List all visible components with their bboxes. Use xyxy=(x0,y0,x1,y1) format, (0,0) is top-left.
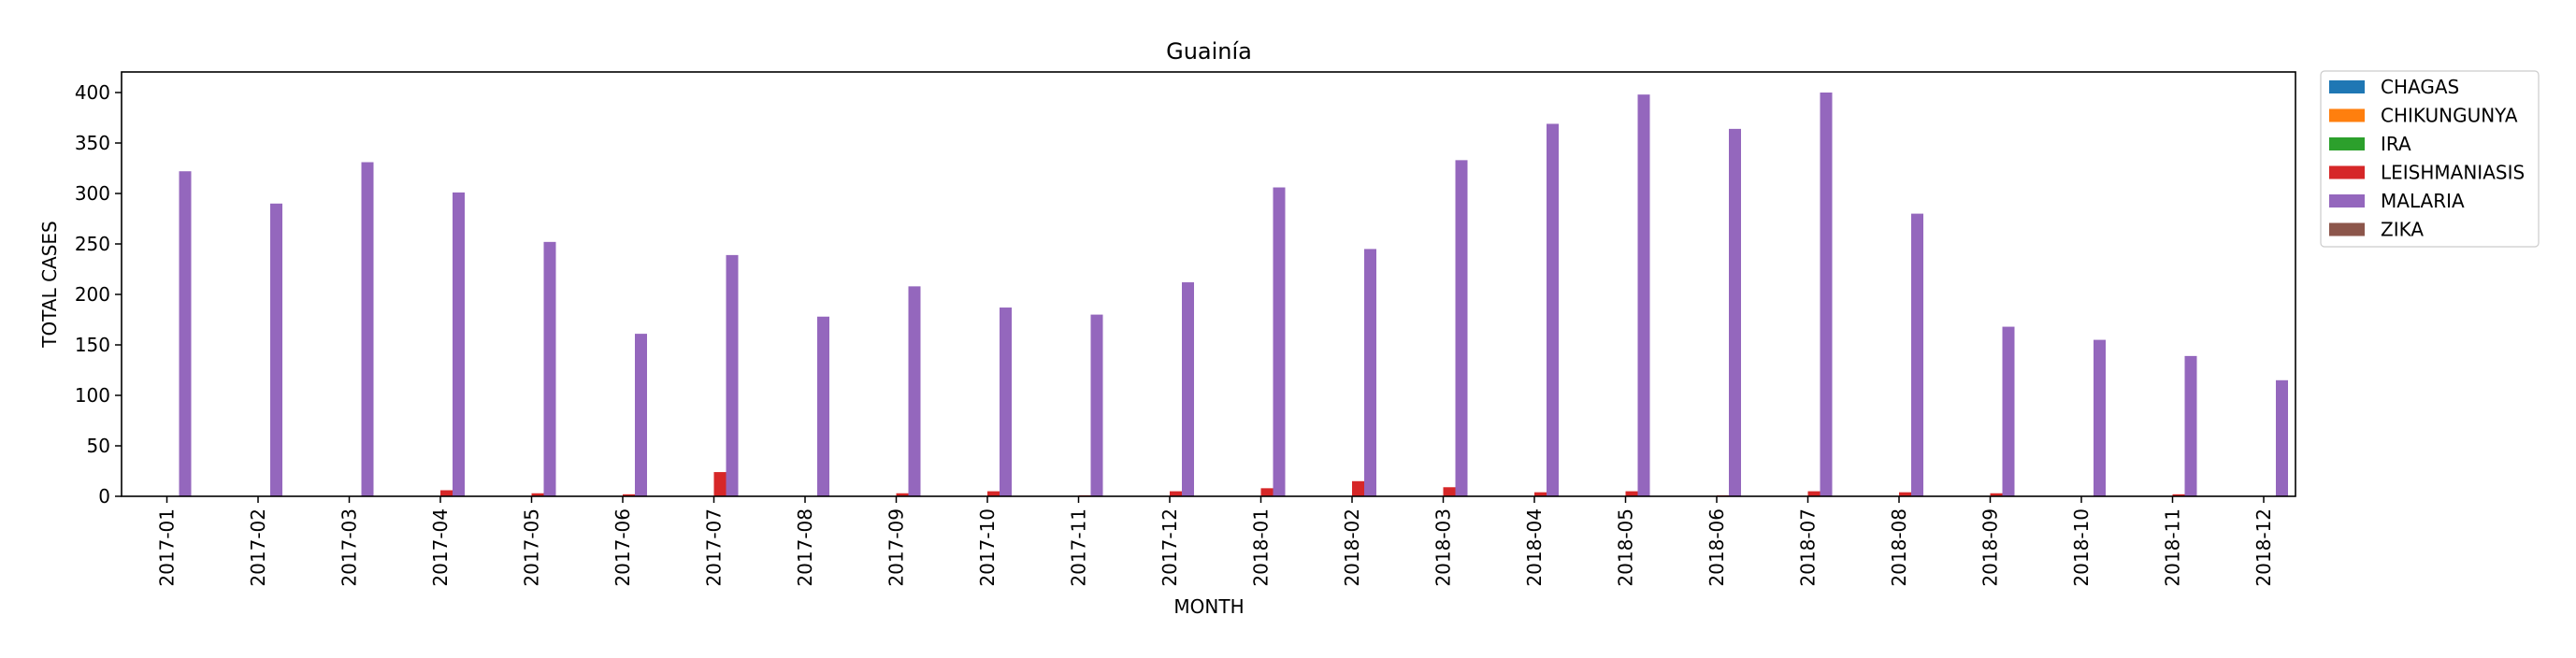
x-tick-label: 2018-08 xyxy=(1888,508,1910,587)
bar-malaria-2017-08 xyxy=(817,316,829,496)
x-tick-label: 2017-12 xyxy=(1158,508,1181,587)
bars-group xyxy=(179,93,2288,497)
bar-leishmaniasis-2017-06 xyxy=(623,494,635,496)
bar-leishmaniasis-2017-12 xyxy=(1170,491,1182,496)
x-tick-label: 2017-09 xyxy=(885,508,908,587)
bar-malaria-2018-04 xyxy=(1547,123,1559,497)
bar-malaria-2017-05 xyxy=(543,241,556,496)
x-tick-label: 2018-05 xyxy=(1615,508,1637,587)
bar-leishmaniasis-2018-01 xyxy=(1260,488,1274,496)
y-tick-label: 50 xyxy=(87,435,110,457)
bar-leishmaniasis-2018-04 xyxy=(1534,492,1547,496)
bar-malaria-2018-06 xyxy=(1729,128,1741,496)
bar-leishmaniasis-2017-09 xyxy=(896,493,909,496)
bar-malaria-2018-05 xyxy=(1637,94,1650,496)
x-tick-label: 2017-06 xyxy=(612,508,634,587)
x-tick-label: 2018-12 xyxy=(2252,508,2275,587)
x-tick-label: 2017-03 xyxy=(338,508,361,587)
bar-leishmaniasis-2017-04 xyxy=(440,490,453,496)
x-tick-label: 2018-01 xyxy=(1250,508,1273,587)
bar-leishmaniasis-2018-11 xyxy=(2172,494,2185,496)
legend-label-ira: IRA xyxy=(2381,133,2411,155)
x-tick-label: 2018-03 xyxy=(1432,508,1455,587)
y-axis-label: TOTAL CASES xyxy=(38,221,61,348)
bar-malaria-2017-01 xyxy=(179,171,192,497)
bar-malaria-2018-09 xyxy=(2002,326,2015,496)
bar-malaria-2017-07 xyxy=(726,254,739,496)
legend: CHAGAS CHIKUNGUNYA IRA LEISHMANIASIS MALARIA… xyxy=(2320,70,2540,248)
bar-malaria-2018-08 xyxy=(1911,213,1923,496)
bar-malaria-2017-11 xyxy=(1090,314,1103,496)
y-axis: 0 50 100 150 200 250 300 350 400 xyxy=(75,81,122,508)
legend-swatch-malaria xyxy=(2329,194,2365,207)
y-tick-label: 100 xyxy=(75,384,110,407)
x-tick-label: 2018-02 xyxy=(1341,508,1363,587)
bar-malaria-2018-02 xyxy=(1364,249,1376,496)
x-tick-label: 2018-06 xyxy=(1705,508,1728,587)
y-tick-label: 250 xyxy=(75,233,110,255)
x-tick-label: 2018-04 xyxy=(1523,508,1546,587)
y-tick-label: 300 xyxy=(75,182,110,205)
y-tick-label: 150 xyxy=(75,334,110,356)
legend-swatch-zika xyxy=(2329,222,2365,236)
legend-label-leishmaniasis: LEISHMANIASIS xyxy=(2381,162,2525,184)
x-tick-label: 2018-07 xyxy=(1797,508,1820,587)
bar-malaria-2017-03 xyxy=(361,162,374,496)
bar-malaria-2017-04 xyxy=(453,192,465,497)
x-axis: 2017-01 2017-02 2017-03 2017-04 2017-05 2017-… xyxy=(156,496,2275,587)
bar-leishmaniasis-2018-03 xyxy=(1443,487,1456,496)
legend-swatch-ira xyxy=(2329,137,2365,150)
legend-swatch-leishmaniasis xyxy=(2329,165,2365,179)
bar-leishmaniasis-2018-07 xyxy=(1807,491,1820,496)
x-tick-label: 2017-11 xyxy=(1068,508,1090,587)
bar-malaria-2018-01 xyxy=(1273,187,1286,496)
y-tick-label: 200 xyxy=(75,283,110,306)
bar-malaria-2018-03 xyxy=(1455,160,1468,497)
bar-leishmaniasis-2017-10 xyxy=(987,491,1000,496)
bar-malaria-2018-07 xyxy=(1820,93,1833,496)
bar-leishmaniasis-2017-05 xyxy=(531,493,544,496)
bar-malaria-2018-10 xyxy=(2094,339,2106,496)
bar-leishmaniasis-2018-08 xyxy=(1899,492,1911,496)
bar-malaria-2017-12 xyxy=(1182,282,1194,496)
legend-swatch-chikungunya xyxy=(2329,108,2365,122)
legend-swatch-chagas xyxy=(2329,80,2365,93)
bar-malaria-2017-09 xyxy=(908,286,921,496)
bar-malaria-2017-02 xyxy=(270,203,282,497)
x-axis-label: MONTH xyxy=(1173,595,1244,618)
chart-title: Guainía xyxy=(1166,38,1252,64)
y-tick-label: 0 xyxy=(98,485,110,508)
x-tick-label: 2017-08 xyxy=(794,508,816,587)
bar-leishmaniasis-2018-02 xyxy=(1352,480,1364,496)
x-tick-label: 2017-05 xyxy=(521,508,543,587)
legend-label-malaria: MALARIA xyxy=(2381,190,2465,212)
x-tick-label: 2017-04 xyxy=(429,508,452,587)
bar-malaria-2017-10 xyxy=(1000,308,1012,496)
legend-label-zika: ZIKA xyxy=(2381,219,2424,241)
bar-leishmaniasis-2017-07 xyxy=(713,472,727,496)
bar-leishmaniasis-2018-09 xyxy=(1990,493,2003,496)
bar-leishmaniasis-2018-05 xyxy=(1625,491,1638,496)
x-tick-label: 2018-10 xyxy=(2070,508,2093,587)
x-tick-label: 2018-11 xyxy=(2162,508,2184,587)
x-tick-label: 2017-10 xyxy=(976,508,999,587)
x-tick-label: 2017-02 xyxy=(247,508,269,587)
legend-label-chagas: CHAGAS xyxy=(2381,76,2459,98)
legend-label-chikungunya: CHIKUNGUNYA xyxy=(2381,105,2518,127)
y-tick-label: 400 xyxy=(75,81,110,104)
x-tick-label: 2017-07 xyxy=(703,508,726,587)
y-tick-label: 350 xyxy=(75,132,110,154)
bar-malaria-2017-06 xyxy=(635,334,647,496)
x-tick-label: 2018-09 xyxy=(1979,508,2002,587)
bar-malaria-2018-12 xyxy=(2276,379,2288,496)
plot-frame xyxy=(121,71,2296,497)
legend-frame xyxy=(2320,70,2540,248)
x-tick-label: 2017-01 xyxy=(156,508,179,587)
bar-malaria-2018-11 xyxy=(2184,355,2197,496)
